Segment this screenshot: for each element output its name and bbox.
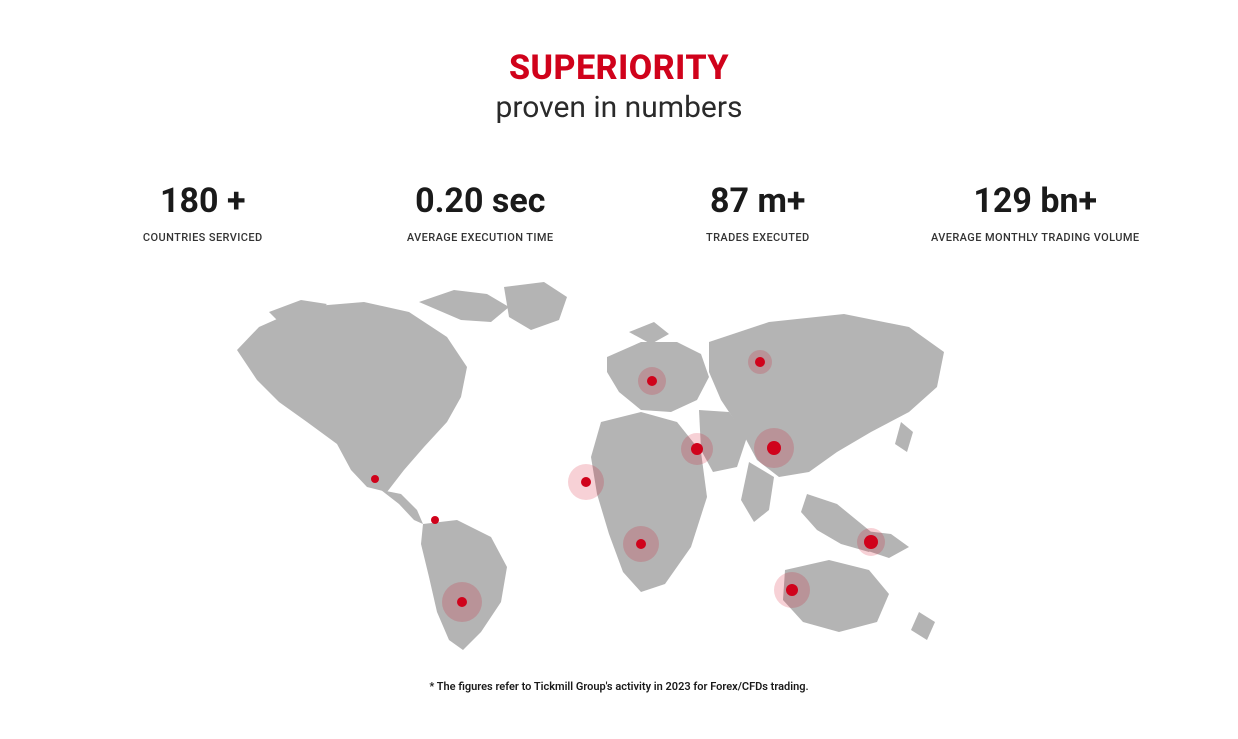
stat-label: TRADES EXECUTED [619,231,897,244]
headline: SUPERIORITY [0,48,1238,88]
world-map [0,272,1238,672]
north-america [237,290,509,492]
stat-volume: 129 bn+ AVERAGE MONTHLY TRADING VOLUME [897,181,1175,244]
marker-dot-west-africa [581,477,591,487]
europe [607,322,709,412]
title-block: SUPERIORITY proven in numbers [0,48,1238,125]
marker-dot-russia [755,357,765,367]
world-map-svg [209,272,1029,672]
marker-dot-nordic [647,376,657,386]
marker-dot-china [767,441,781,455]
marker-dot-colombia [431,516,439,524]
page-root: SUPERIORITY proven in numbers 180 + COUN… [0,0,1238,693]
footnote: * The figures refer to Tickmill Group's … [0,680,1238,693]
se-asia [801,494,909,558]
stat-value: 129 bn+ [897,181,1175,221]
new-zealand [911,612,935,640]
stat-label: AVERAGE EXECUTION TIME [342,231,620,244]
stat-countries: 180 + COUNTRIES SERVICED [64,181,342,244]
greenland [504,282,567,330]
india [741,462,774,522]
marker-dot-w-australia [786,584,798,596]
japan [895,422,913,452]
stat-value: 0.20 sec [342,181,620,221]
asia [709,314,944,477]
marker-dot-mexico [371,475,379,483]
marker-dot-papua [864,535,878,549]
marker-dot-argentina [457,597,467,607]
stat-value: 87 m+ [619,181,897,221]
subline: proven in numbers [0,90,1238,125]
stat-label: COUNTRIES SERVICED [64,231,342,244]
stat-execution: 0.20 sec AVERAGE EXECUTION TIME [342,181,620,244]
stat-label: AVERAGE MONTHLY TRADING VOLUME [897,231,1175,244]
stat-trades: 87 m+ TRADES EXECUTED [619,181,897,244]
marker-dot-angola [636,539,646,549]
central-america [381,490,423,524]
stat-value: 180 + [64,181,342,221]
stats-row: 180 + COUNTRIES SERVICED 0.20 sec AVERAG… [0,181,1238,244]
marker-dot-middle-east [691,443,703,455]
